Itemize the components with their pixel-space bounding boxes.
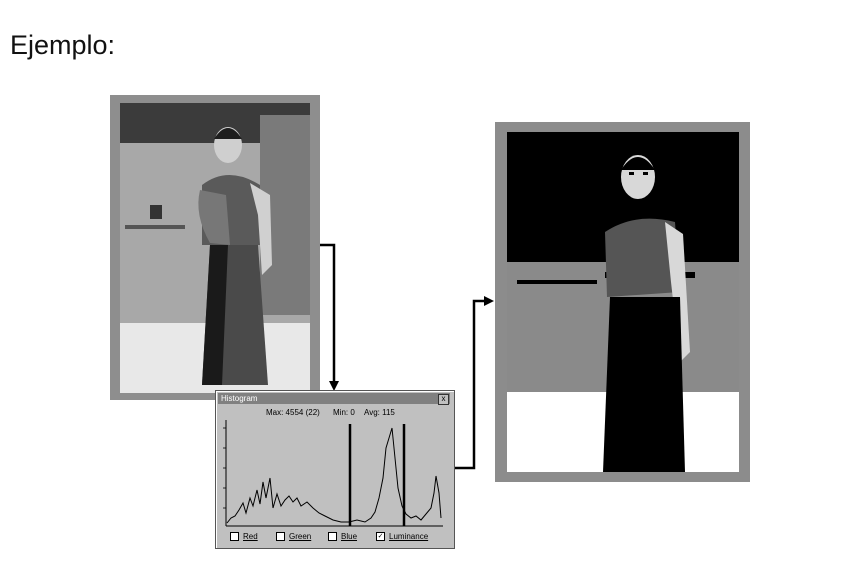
processed-photo <box>495 122 750 482</box>
min-stat: Min: 0 <box>333 408 355 417</box>
checkbox-icon[interactable] <box>230 532 239 541</box>
channel-label: Green <box>289 532 312 541</box>
checkbox-icon[interactable]: ✓ <box>376 532 385 541</box>
channel-luminance[interactable]: ✓ Luminance <box>376 532 428 541</box>
checkbox-icon[interactable] <box>276 532 285 541</box>
window-title: Histogram <box>221 394 258 403</box>
arrow-icon <box>329 381 339 391</box>
close-icon[interactable]: x <box>438 394 449 405</box>
channel-green[interactable]: Green <box>276 532 311 541</box>
original-photo <box>110 95 320 400</box>
page-title: Ejemplo: <box>10 30 116 60</box>
channel-label: Blue <box>341 532 358 541</box>
channel-red[interactable]: Red <box>230 532 258 541</box>
window-titlebar: Histogram x <box>218 393 450 405</box>
avg-stat: Avg: 115 <box>364 408 395 417</box>
arrow-icon <box>484 296 494 306</box>
histogram-window: Histogram x Max: 4554 (22) Min: 0 Avg: 1… <box>215 390 455 549</box>
channel-label: Red <box>243 532 258 541</box>
max-stat: Max: 4554 (22) <box>266 408 320 417</box>
channel-blue[interactable]: Blue <box>328 532 357 541</box>
channel-label: Luminance <box>389 532 429 541</box>
checkbox-icon[interactable] <box>328 532 337 541</box>
histogram-plot[interactable] <box>223 418 445 528</box>
